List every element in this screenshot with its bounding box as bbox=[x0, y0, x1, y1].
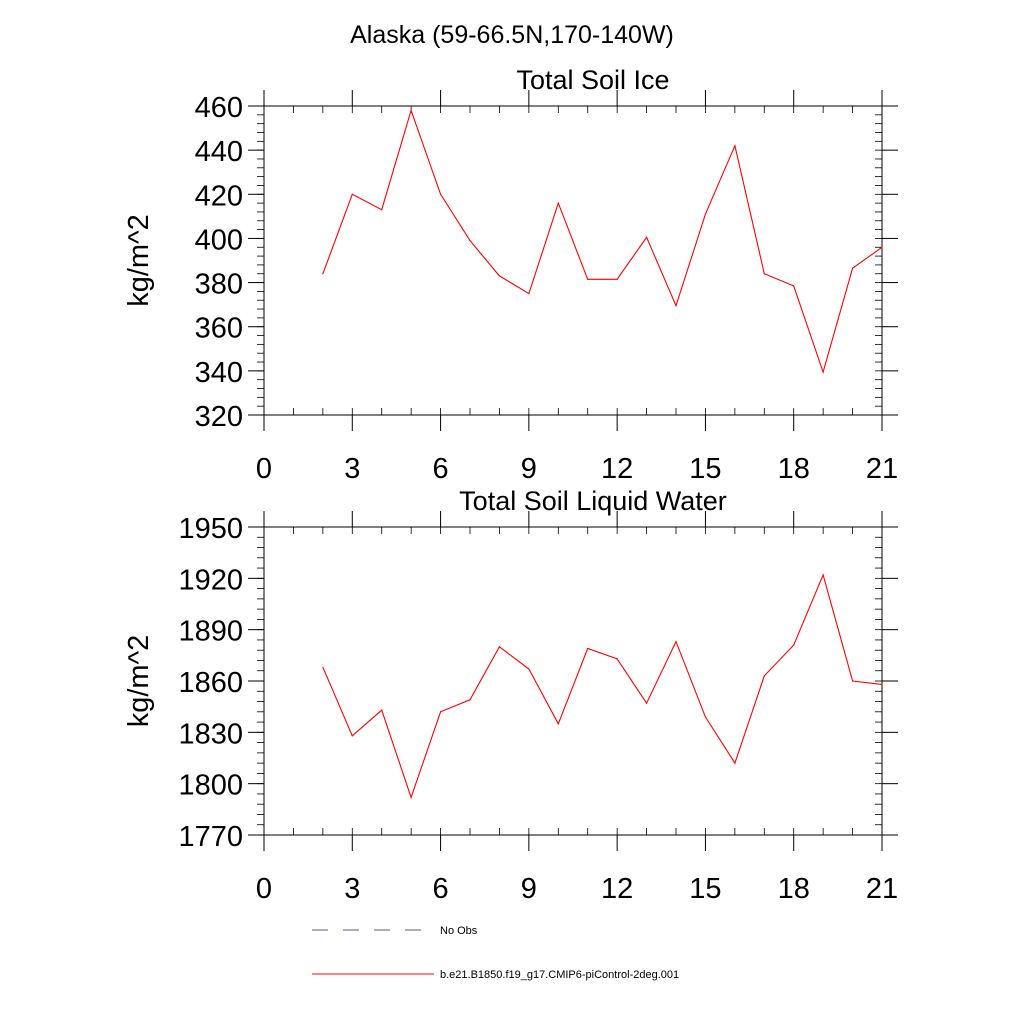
data-point bbox=[881, 246, 883, 248]
legend-item-no-obs: No Obs bbox=[312, 925, 478, 937]
data-point bbox=[557, 723, 559, 725]
x-tick-label: 9 bbox=[521, 873, 537, 905]
y-axis-label: kg/m^2 bbox=[123, 635, 155, 728]
data-point bbox=[557, 202, 559, 204]
data-point bbox=[322, 666, 324, 668]
x-tick-label: 12 bbox=[601, 453, 633, 485]
y-tick-label: 340 bbox=[195, 357, 243, 389]
data-point bbox=[410, 796, 412, 798]
x-tick-label: 9 bbox=[521, 453, 537, 485]
x-tick-label: 18 bbox=[778, 873, 810, 905]
x-tick-label: 6 bbox=[433, 453, 449, 485]
data-point bbox=[675, 641, 677, 643]
data-point bbox=[322, 273, 324, 275]
data-point bbox=[587, 278, 589, 280]
data-point bbox=[675, 305, 677, 307]
x-tick-label: 21 bbox=[866, 453, 898, 485]
data-point bbox=[793, 285, 795, 287]
data-point bbox=[616, 278, 618, 280]
data-point bbox=[704, 716, 707, 718]
x-tick-label: 15 bbox=[689, 453, 721, 485]
y-tick-label: 1770 bbox=[178, 821, 243, 853]
data-point bbox=[616, 658, 618, 660]
y-tick-label: 1800 bbox=[178, 770, 243, 802]
data-point bbox=[822, 574, 824, 576]
data-point bbox=[793, 644, 795, 646]
legend-label-no-obs: No Obs bbox=[440, 925, 478, 937]
data-point bbox=[851, 680, 854, 682]
data-point bbox=[410, 109, 412, 112]
data-point bbox=[645, 236, 648, 238]
y-tick-label: 1860 bbox=[178, 667, 243, 699]
data-point bbox=[469, 699, 471, 701]
data-point bbox=[381, 209, 383, 211]
y-tick-label: 420 bbox=[195, 180, 243, 212]
legend: No Obs b.e21.B1850.f19_g17.CMIP6-piContr… bbox=[312, 925, 679, 981]
data-point bbox=[528, 668, 530, 670]
data-point bbox=[381, 709, 383, 711]
chart-title: Total Soil Ice bbox=[516, 65, 669, 95]
y-tick-label: 320 bbox=[195, 401, 243, 433]
legend-label-model: b.e21.B1850.f19_g17.CMIP6-piControl-2deg… bbox=[440, 969, 679, 981]
plot-frame bbox=[263, 526, 883, 836]
data-point bbox=[351, 735, 353, 737]
y-tick-label: 360 bbox=[195, 313, 243, 345]
x-tick-label: 6 bbox=[433, 873, 449, 905]
y-tick-label: 1830 bbox=[178, 718, 243, 750]
x-tick-label: 3 bbox=[344, 453, 360, 485]
y-tick-label: 440 bbox=[195, 136, 243, 168]
chart-total-soil-ice: Total Soil Icekg/m^232034036038040042044… bbox=[123, 65, 898, 485]
figure-suptitle: Alaska (59-66.5N,170-140W) bbox=[350, 21, 674, 49]
data-point bbox=[469, 240, 471, 242]
x-tick-label: 3 bbox=[344, 873, 360, 905]
y-axis-label: kg/m^2 bbox=[123, 214, 155, 307]
data-point bbox=[439, 193, 442, 195]
data-point bbox=[439, 711, 442, 713]
legend-item-model: b.e21.B1850.f19_g17.CMIP6-piControl-2deg… bbox=[312, 969, 679, 981]
data-point bbox=[763, 273, 765, 275]
x-tick-label: 12 bbox=[601, 873, 633, 905]
series-line-0 bbox=[322, 573, 883, 800]
x-tick-label: 15 bbox=[689, 873, 721, 905]
series-line-0 bbox=[322, 108, 883, 374]
data-point bbox=[704, 213, 707, 215]
data-point bbox=[734, 762, 736, 764]
y-tick-label: 380 bbox=[195, 269, 243, 301]
data-point bbox=[763, 675, 765, 677]
y-tick-label: 400 bbox=[195, 224, 243, 256]
data-point bbox=[498, 646, 501, 648]
y-tick-label: 1920 bbox=[178, 564, 243, 596]
chart-total-soil-liquid-water: Total Soil Liquid Waterkg/m^217701800183… bbox=[123, 486, 898, 905]
data-point bbox=[587, 647, 589, 650]
data-point bbox=[734, 145, 736, 147]
y-tick-label: 1890 bbox=[178, 616, 243, 648]
chart-title: Total Soil Liquid Water bbox=[459, 486, 727, 516]
data-point bbox=[528, 293, 530, 295]
x-tick-label: 21 bbox=[866, 873, 898, 905]
data-point bbox=[498, 275, 501, 277]
x-tick-label: 0 bbox=[256, 873, 272, 905]
plot-frame bbox=[263, 105, 883, 416]
y-tick-label: 1950 bbox=[178, 513, 243, 545]
data-point bbox=[851, 267, 854, 269]
data-point bbox=[881, 683, 883, 686]
data-point bbox=[645, 702, 648, 704]
y-tick-label: 460 bbox=[195, 92, 243, 124]
x-tick-label: 0 bbox=[256, 453, 272, 485]
data-point bbox=[351, 193, 353, 195]
data-point bbox=[822, 371, 824, 373]
x-tick-label: 18 bbox=[778, 453, 810, 485]
